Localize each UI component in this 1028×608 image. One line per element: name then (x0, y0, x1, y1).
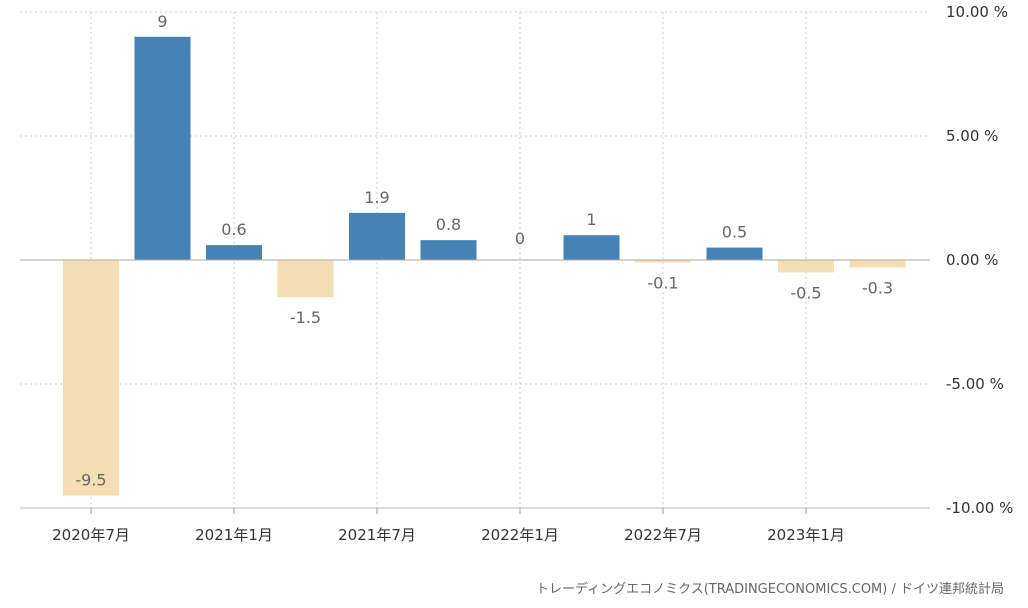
data-label: 0.5 (722, 223, 747, 242)
bars (63, 36, 906, 496)
x-tick-label: 2022年1月 (481, 526, 559, 544)
bar (635, 260, 691, 263)
data-label: 1.9 (364, 188, 389, 207)
x-tick-label: 2023年1月 (767, 526, 845, 544)
source-credit: トレーディングエコノミクス(TRADINGECONOMICS.COM) / ドイ… (536, 582, 1004, 597)
y-tick-label: 0.00 % (946, 251, 998, 269)
bar (206, 245, 262, 260)
bar (849, 260, 906, 268)
bar (63, 260, 119, 496)
data-label: -0.5 (790, 283, 821, 302)
bar (706, 247, 763, 260)
data-label: -9.5 (75, 471, 106, 490)
y-tick-label: 5.00 % (946, 127, 998, 145)
data-label: 0.8 (436, 215, 461, 234)
x-tick-label: 2021年1月 (195, 526, 273, 544)
data-label: 9 (157, 12, 167, 31)
y-tick-label: 10.00 % (946, 3, 1008, 21)
data-label: 0.6 (221, 220, 246, 239)
x-axis-ticks: 2020年7月 2021年1月 2021年7月 2022年1月 2022年7月 2023年… (52, 526, 845, 544)
x-tick-label: 2021年7月 (338, 526, 416, 544)
bar (778, 260, 834, 273)
x-tick-label: 2022年7月 (624, 526, 702, 544)
bar (134, 36, 191, 260)
data-label: 1 (586, 210, 596, 229)
y-tick-label: -10.00 % (946, 499, 1013, 517)
bar (420, 240, 477, 260)
data-label: -0.1 (647, 273, 678, 292)
y-tick-label: -5.00 % (946, 375, 1004, 393)
data-label: -0.3 (862, 278, 893, 297)
data-label: -1.5 (290, 308, 321, 327)
x-tick-label: 2020年7月 (52, 526, 130, 544)
y-axis-ticks: 10.00 % 5.00 % 0.00 % -5.00 % -10.00 % (946, 3, 1013, 517)
bar (349, 212, 405, 260)
value-labels: -9.5 9 0.6 -1.5 1.9 0.8 0 1 -0.1 0.5 -0.5 -0.3 (75, 12, 893, 490)
bar (563, 235, 620, 260)
data-label: 0 (515, 229, 525, 248)
bar (277, 260, 334, 298)
